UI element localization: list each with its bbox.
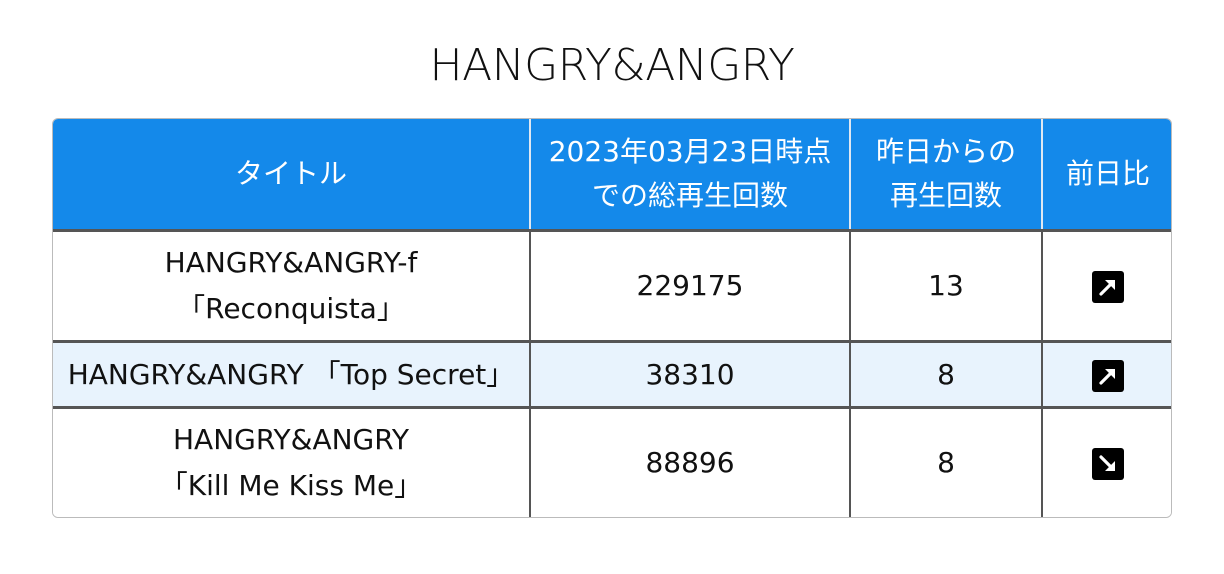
trend-cell	[1042, 340, 1171, 408]
song-title-line2: 「Kill Me Kiss Me」	[159, 469, 423, 502]
song-title-line1: HANGRY&ANGRY 「Top Secret」	[67, 357, 515, 391]
song-title-cell: HANGRY&ANGRY 「Kill Me Kiss Me」	[53, 406, 531, 517]
table-header-row: タイトル 2023年03月23日時点 での総再生回数 昨日からの 再生回数 前日…	[53, 119, 1171, 231]
trend-cell	[1042, 229, 1171, 342]
header-trend-label: 前日比	[1065, 157, 1150, 190]
page-title: HANGRY&ANGRY	[429, 40, 795, 91]
header-trend: 前日比	[1042, 119, 1171, 231]
daily-plays-cell: 8	[850, 406, 1043, 517]
header-title: タイトル	[53, 119, 531, 231]
table-row: HANGRY&ANGRY 「Kill Me Kiss Me」 88896 8	[53, 406, 1171, 517]
play-count-table: タイトル 2023年03月23日時点 での総再生回数 昨日からの 再生回数 前日…	[52, 118, 1172, 518]
table-row: HANGRY&ANGRY-f 「Reconquista」 229175 13	[53, 229, 1171, 342]
header-title-label: タイトル	[234, 157, 347, 190]
daily-plays-cell: 13	[850, 229, 1043, 342]
table-row: HANGRY&ANGRY 「Top Secret」 38310 8	[53, 340, 1171, 408]
header-daily-plays: 昨日からの 再生回数	[850, 119, 1043, 231]
header-total-plays-line1: 2023年03月23日時点	[548, 135, 832, 168]
header-daily-plays-line2: 再生回数	[889, 179, 1002, 212]
header-daily-plays-line1: 昨日からの	[875, 135, 1016, 168]
arrow-up-right-icon	[1092, 359, 1124, 392]
song-title-cell: HANGRY&ANGRY 「Top Secret」	[53, 340, 531, 408]
header-total-plays-line2: での総再生回数	[591, 179, 788, 212]
total-plays-cell: 88896	[530, 406, 851, 517]
trend-cell	[1042, 406, 1171, 517]
arrow-up-right-icon	[1092, 271, 1124, 303]
total-plays-cell: 229175	[530, 229, 851, 342]
song-title-line1: HANGRY&ANGRY-f	[164, 246, 418, 279]
total-plays-cell: 38310	[530, 340, 851, 408]
song-title-line2: 「Reconquista」	[177, 292, 405, 325]
song-title-cell: HANGRY&ANGRY-f 「Reconquista」	[53, 229, 531, 342]
daily-plays-cell: 8	[850, 340, 1043, 408]
arrow-down-right-icon	[1092, 448, 1124, 480]
header-total-plays: 2023年03月23日時点 での総再生回数	[530, 119, 851, 231]
song-title-line1: HANGRY&ANGRY	[172, 423, 410, 456]
